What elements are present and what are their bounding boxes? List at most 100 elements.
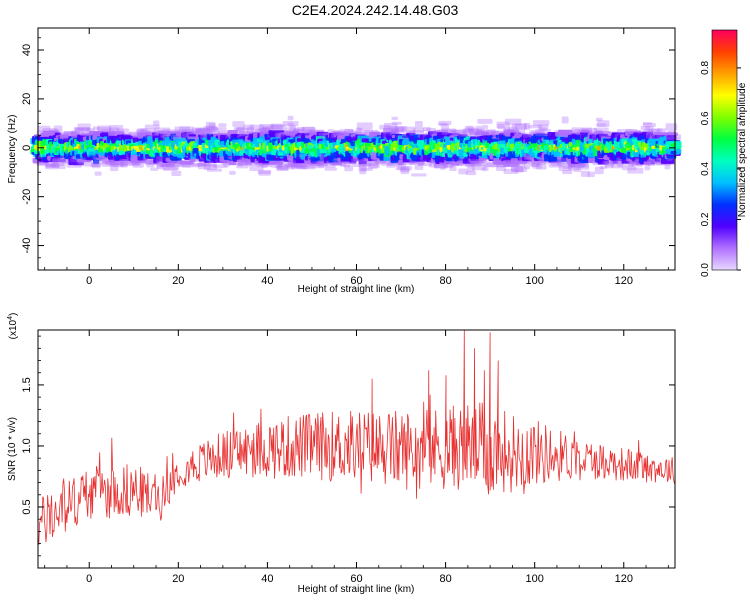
spectrogram-cell [438, 120, 452, 126]
spectrogram-cell [163, 167, 178, 171]
spectrogram-cell [259, 124, 274, 131]
spectrogram-cell [165, 161, 175, 168]
spectrogram-cell [627, 167, 644, 174]
spectrogram-cell [167, 160, 182, 165]
colorbar: 0.00.20.40.60.8 Normalized spectral ampl… [700, 29, 748, 277]
snr-x-axis-label: Height of straight line (km) [298, 584, 415, 595]
spectrogram-cell [138, 129, 150, 134]
spectrogram-cell [196, 129, 213, 135]
spectrogram-cell [270, 123, 283, 130]
spectrogram-cell [302, 126, 315, 134]
spectrogram-cell [64, 131, 80, 138]
spectrogram-cell [324, 167, 337, 171]
spectrogram-cell [132, 160, 144, 168]
spectrogram-cell [481, 167, 489, 172]
spectrogram-cell [482, 124, 488, 130]
spectrogram-cell [413, 127, 425, 133]
spectrogram-cell [203, 126, 218, 131]
spectrogram-cell [156, 160, 164, 166]
spectrogram-cell [245, 160, 252, 166]
spectrogram-cell [50, 160, 58, 168]
spectrogram-cell [235, 127, 249, 132]
spectrogram-cell [52, 162, 60, 168]
spectrogram-cell [182, 128, 195, 133]
spectrogram-cell [146, 162, 155, 168]
spectrogram-cell [74, 127, 90, 133]
spectrogram-cell [411, 173, 427, 177]
spectrogram-cell [53, 125, 63, 132]
spectrogram-cell [101, 162, 115, 167]
spectrogram-cell [276, 164, 289, 171]
spectrogram-cell [344, 164, 354, 172]
spectrogram-cell [123, 128, 130, 132]
spectrogram-cell [77, 123, 91, 131]
spectrogram-cell [271, 124, 286, 131]
x-tick-label: 20 [172, 573, 184, 585]
spectrogram-cell [261, 125, 272, 132]
spectrogram-cell [200, 131, 209, 137]
spectrogram-cell [587, 171, 595, 178]
spectrogram-cell [597, 120, 610, 128]
spectrogram-cell [284, 163, 297, 168]
spectrogram-cell [94, 171, 102, 176]
spectrogram-cell [109, 164, 119, 172]
spectrogram-cell [205, 125, 216, 133]
spectrogram-cell [160, 163, 169, 168]
spectrogram-cell [309, 164, 325, 169]
spectrogram-cell [263, 127, 270, 134]
spectrogram-cell [141, 159, 155, 164]
spectrogram-cell [191, 127, 205, 133]
spectrogram-cell [106, 160, 119, 165]
spectrogram-cells [30, 115, 682, 178]
spectrogram-cell [171, 170, 182, 177]
spectrogram-cell [465, 170, 477, 176]
spectrogram-cell [249, 164, 264, 171]
snr-scale-base: (x10 [8, 319, 19, 339]
spectrogram-cell [120, 160, 128, 168]
spectrogram-cell [249, 124, 264, 132]
spectrogram-cell [218, 123, 227, 128]
x-tick-label: 100 [526, 275, 544, 287]
snr-scale-label: (x104) [7, 313, 19, 340]
spectrogram-cell [162, 163, 170, 171]
spectrogram-cell [190, 163, 206, 167]
x-tick-label: 80 [439, 275, 451, 287]
spectrogram-cell [52, 157, 68, 163]
spectrogram-cell [109, 160, 124, 166]
colorbar-label: Normalized spectral amplitude [737, 82, 748, 217]
x-tick-label: 120 [615, 275, 633, 287]
spectrogram-cell [269, 160, 284, 165]
snr-y-tick-label: 1.0 [21, 438, 33, 453]
spectrogram-cell [213, 164, 228, 169]
spectrogram-cell [90, 162, 102, 167]
spectrogram-cell [276, 165, 289, 172]
spectrogram-cell [233, 127, 244, 131]
snr-background [38, 330, 675, 568]
spectrogram-cell [189, 130, 200, 134]
spectrogram-cell [158, 130, 171, 134]
spectrogram-cell [243, 124, 254, 130]
spectrogram-cell [258, 170, 271, 176]
y-tick-label: 0 [21, 145, 33, 151]
spectrogram-cell [150, 167, 159, 171]
spectrogram-cell [42, 130, 58, 137]
spectrogram-cell [291, 163, 307, 170]
spectrogram-cell [195, 128, 202, 133]
spectrogram-cell [42, 128, 58, 135]
y-tick-label: 20 [21, 93, 33, 105]
spectrogram-cell [37, 125, 51, 132]
spectrogram-cell [197, 162, 211, 170]
y-tick-label: -40 [21, 238, 33, 254]
spectrogram-cell [292, 128, 301, 135]
spectrogram-cell [116, 128, 125, 132]
spectrogram-cell [108, 160, 116, 164]
colorbar-tick-label: 0.2 [700, 212, 711, 226]
spectrogram-cell [665, 134, 682, 139]
spectrogram-cell [194, 128, 211, 135]
x-tick-label: 20 [172, 275, 184, 287]
chart-title: C2E4.2024.242.14.48.G03 [291, 2, 459, 18]
spectrogram-cell [59, 131, 73, 138]
spectrogram-cell [97, 125, 111, 133]
spectrogram-cell [197, 163, 208, 167]
